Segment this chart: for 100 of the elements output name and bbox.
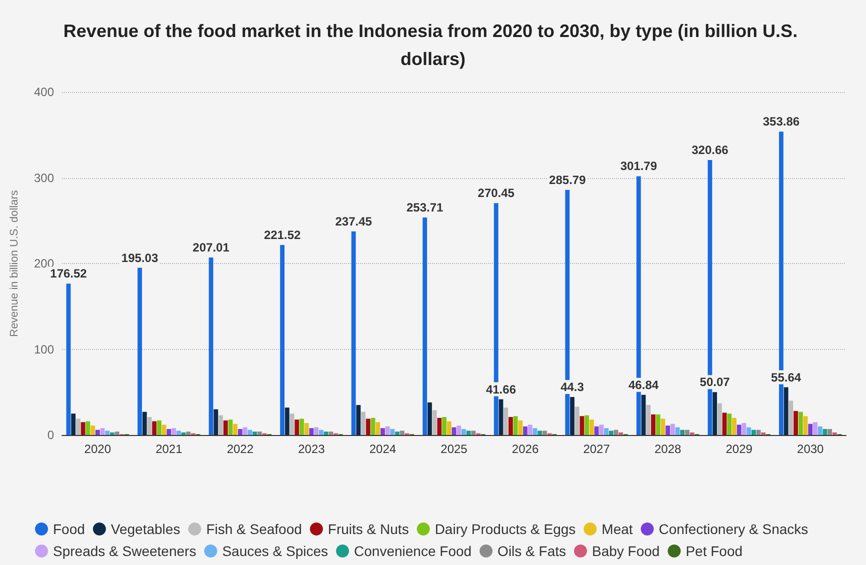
bar [538,430,542,435]
data-label: 237.45 [335,214,372,228]
bar [324,432,328,435]
bar [498,399,504,435]
legend-label: Pet Food [686,543,743,559]
x-tick-label: 2022 [226,442,254,456]
bar [309,428,314,435]
y-tick-label: 100 [34,342,54,356]
bar [356,404,361,435]
bar [361,412,366,435]
bar [422,217,428,435]
bar [717,403,722,435]
x-tick-label: 2026 [512,442,539,456]
bar [233,424,238,435]
bar [252,432,257,435]
data-label: 50.07 [700,375,730,390]
data-label: 353.86 [762,114,800,129]
bar [437,418,442,435]
bar [71,414,76,435]
x-tick-label: 2027 [583,442,610,456]
data-label: 44.3 [560,380,584,394]
bar [223,420,228,435]
legend-label: Baby Food [592,543,660,559]
y-axis-title: Revenue in billion U.S. dollars [8,190,20,337]
bar [162,424,166,435]
bar [828,429,832,435]
bar [166,429,172,435]
bar [788,400,794,435]
bar [608,430,614,435]
legend-label: Oils & Fats [498,543,566,559]
bar [176,430,181,435]
bar [518,420,523,435]
bar [314,427,319,435]
bar [822,429,828,435]
legend-label: Spreads & Sweeteners [53,543,196,559]
bar [370,418,376,435]
bar [712,392,718,435]
data-label: 221.52 [264,228,301,242]
bar [523,426,528,435]
bar [304,422,309,435]
bar [574,406,580,435]
legend-label: Dairy Products & Eggs [434,521,576,537]
bar [328,432,334,435]
data-label: 285.79 [549,172,586,187]
data-label: 176.52 [50,266,88,281]
bar [156,420,162,435]
bar [257,432,262,435]
bar [803,416,808,435]
bar [238,429,242,435]
bar [685,430,690,435]
bar [80,422,86,435]
bar [641,394,646,435]
bar [152,421,157,435]
bar [794,410,798,435]
bar [542,430,547,435]
bar [105,430,110,435]
bar [680,430,685,435]
bar [442,416,446,435]
bar [504,408,508,435]
bar [214,409,218,435]
bar [618,432,624,435]
bar [599,424,604,435]
y-tick-label: 0 [47,428,54,442]
legend-label: Sauces & Spices [222,543,328,559]
x-tick-label: 2024 [369,442,396,456]
bar [86,421,90,435]
bar [290,414,294,435]
bar [376,422,380,435]
legend-label: Fruits & Nuts [328,521,409,537]
data-label: 195.03 [121,250,158,265]
bar [366,418,370,435]
x-tick-label: 2030 [797,442,824,456]
data-label: 301.79 [620,159,658,174]
bar [722,412,727,435]
data-label: 41.66 [486,382,516,396]
bar [570,397,574,435]
bar [532,428,538,435]
bar [95,430,100,435]
bar [380,428,385,435]
bar [228,420,233,435]
bar [513,416,518,435]
bar [784,387,788,435]
bar [690,432,694,435]
bar [670,424,675,435]
bar [400,430,404,435]
bar [746,427,752,435]
bar [280,245,285,435]
bar [508,416,513,435]
bar [646,404,651,435]
x-tick-label: 2028 [654,442,682,456]
bar [428,402,432,435]
bar [142,412,147,435]
data-label: 55.64 [771,370,802,384]
bar [100,428,105,435]
bar [147,416,152,435]
bar [66,284,71,435]
x-tick-label: 2021 [156,442,183,456]
bar [186,432,191,435]
y-tick-label: 300 [34,170,54,185]
bar [666,426,670,435]
